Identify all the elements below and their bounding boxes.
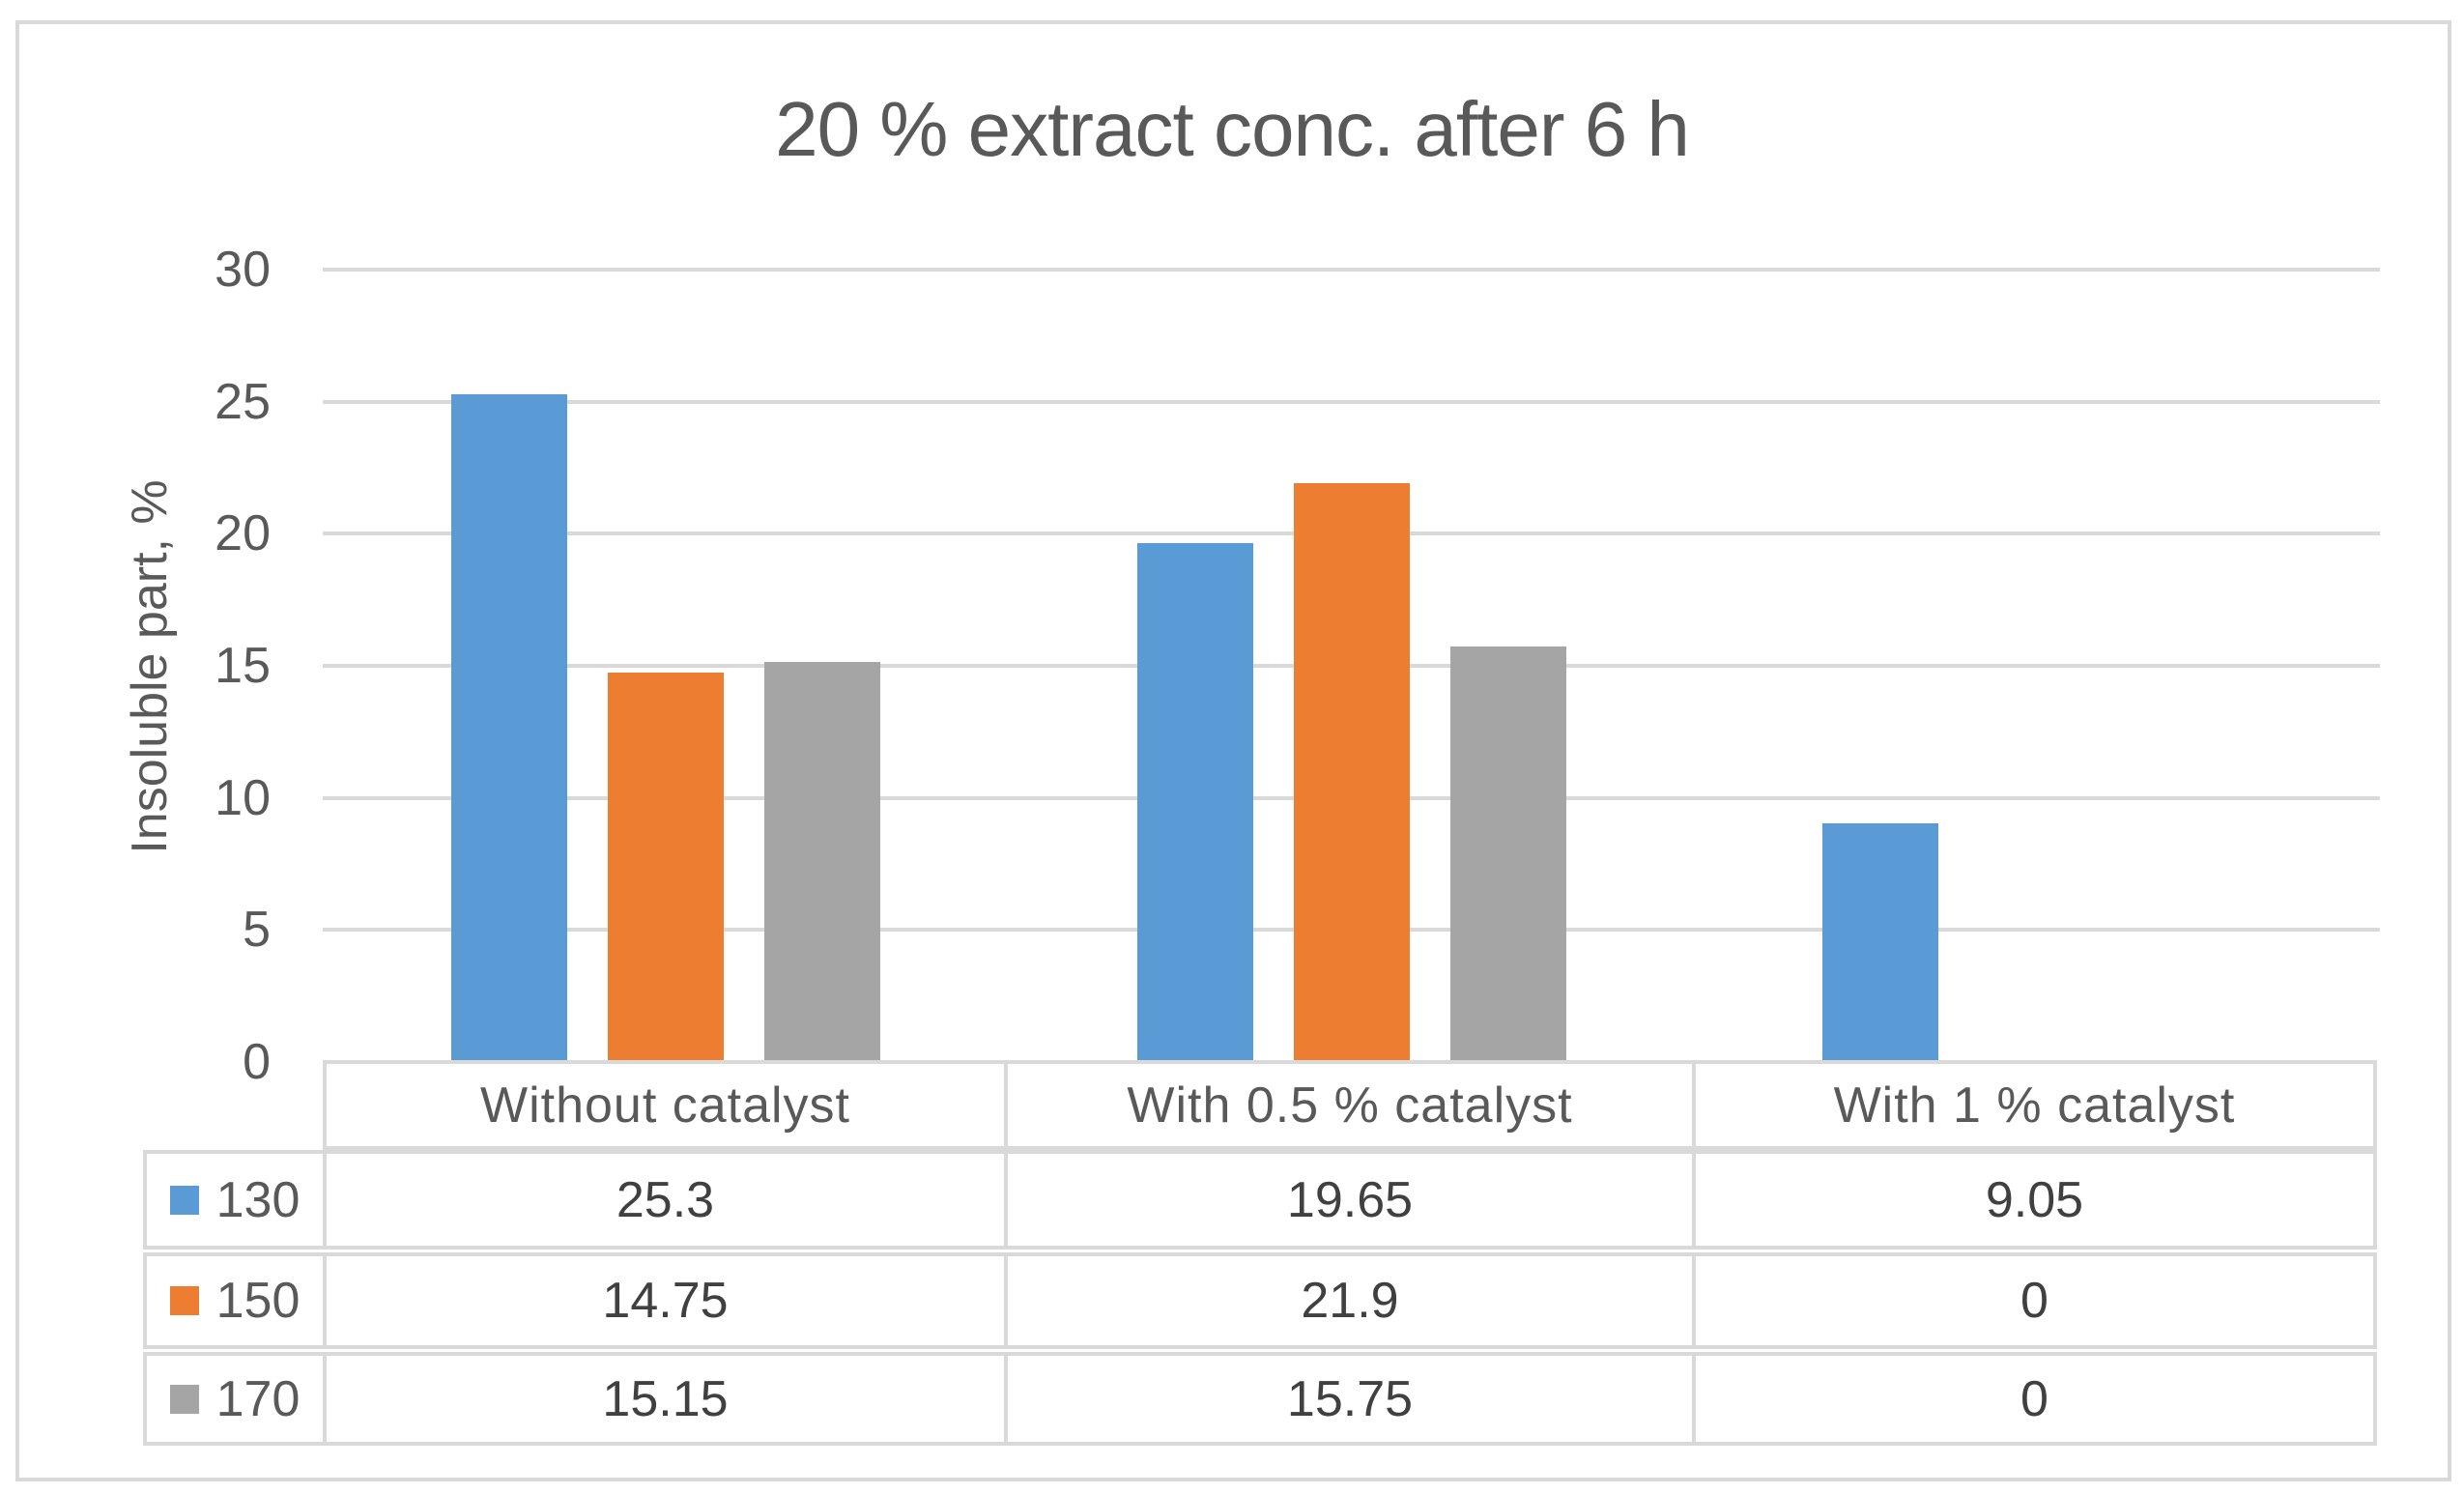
y-tick-label-0: 0 <box>243 1034 271 1090</box>
gridline-25 <box>323 399 2380 404</box>
table-value-cell: 0 <box>1696 1352 2377 1446</box>
bar-series-170-category-2 <box>1450 646 1566 1062</box>
bar-series-170-category-1 <box>763 661 880 1062</box>
table-header-cell: Without catalyst <box>323 1060 1008 1150</box>
table-value-cell: 25.3 <box>323 1150 1008 1250</box>
table-value-cell: 9.05 <box>1696 1150 2377 1250</box>
y-tick-label-15: 15 <box>215 638 271 695</box>
gridline-30 <box>323 268 2380 273</box>
table-value-cell: 0 <box>1696 1252 2377 1349</box>
y-tick-label-30: 30 <box>215 242 271 299</box>
table-value-cell: 15.15 <box>323 1352 1008 1446</box>
legend-cell-150: 150 <box>143 1252 323 1349</box>
table-value-cell: 19.65 <box>1008 1150 1696 1250</box>
legend-label: 130 <box>215 1171 301 1228</box>
table-value-cell: 15.75 <box>1008 1352 1696 1446</box>
legend-label: 150 <box>215 1273 301 1329</box>
bar-series-130-category-3 <box>1821 822 1938 1062</box>
table-header-cell: With 1 % catalyst <box>1696 1060 2377 1150</box>
legend-swatch-130 <box>169 1185 199 1215</box>
bar-series-150-category-2 <box>1294 483 1410 1062</box>
legend-cell-170: 170 <box>143 1352 323 1446</box>
legend-cell-130: 130 <box>143 1150 323 1250</box>
legend-label: 170 <box>215 1370 301 1427</box>
y-tick-label-10: 10 <box>215 769 271 826</box>
table-value-cell: 21.9 <box>1008 1252 1696 1349</box>
bar-series-150-category-1 <box>607 672 724 1062</box>
y-tick-label-20: 20 <box>215 505 271 562</box>
bar-series-130-category-1 <box>450 393 567 1062</box>
legend-swatch-170 <box>169 1384 199 1414</box>
table-value-cell: 14.75 <box>323 1252 1008 1349</box>
table-header-cell: With 0.5 % catalyst <box>1008 1060 1696 1150</box>
y-tick-label-25: 25 <box>215 373 271 430</box>
bar-series-130-category-2 <box>1137 542 1253 1062</box>
y-tick-label-5: 5 <box>243 902 271 959</box>
legend-swatch-150 <box>169 1286 199 1315</box>
chart-title: 20 % extract conc. after 6 h <box>775 86 1690 172</box>
